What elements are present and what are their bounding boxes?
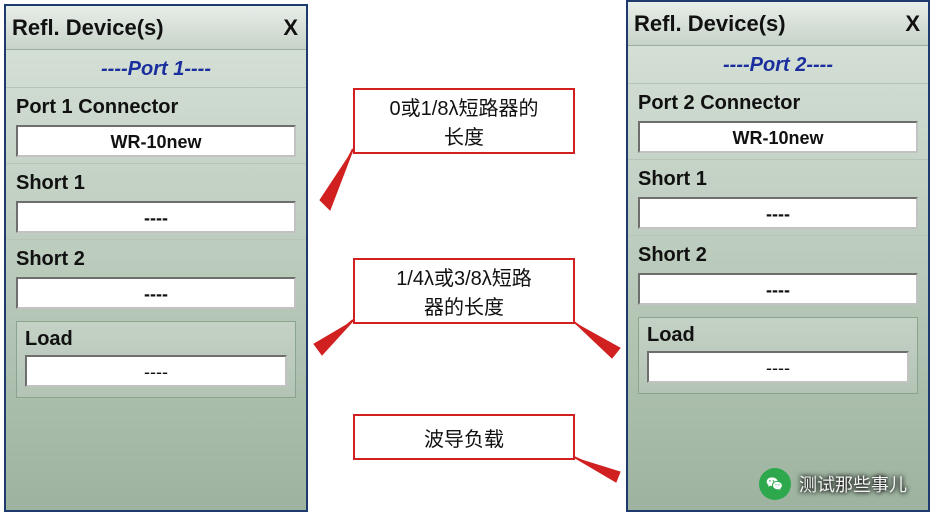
- short1-field[interactable]: ----: [16, 201, 296, 233]
- callout-short1: 0或1/8λ短路器的 长度: [353, 88, 575, 154]
- titlebar-left: Refl. Device(s) X: [6, 6, 306, 50]
- panel-title: Refl. Device(s): [12, 15, 283, 41]
- section-load-left: Load ----: [16, 321, 296, 398]
- connector-label: Port 1 Connector: [16, 96, 296, 119]
- callout-short2: 1/4λ或3/8λ短路 器的长度: [353, 258, 575, 324]
- connector-label: Port 2 Connector: [638, 92, 918, 115]
- short2-label: Short 2: [638, 244, 918, 267]
- section-connector-right: Port 2 Connector WR-10new: [628, 84, 928, 155]
- section-load-right: Load ----: [638, 317, 918, 394]
- load-label: Load: [25, 328, 287, 351]
- callout-load: 波导负载: [353, 414, 575, 460]
- port-header-left: ----Port 1----: [6, 50, 306, 88]
- section-short2-right: Short 2 ----: [628, 235, 928, 307]
- connector-field[interactable]: WR-10new: [638, 121, 918, 153]
- section-short1-left: Short 1 ----: [6, 163, 306, 235]
- wechat-icon: [759, 468, 791, 500]
- right-panel: Refl. Device(s) X ----Port 2---- Port 2 …: [626, 0, 930, 512]
- short1-label: Short 1: [16, 172, 296, 195]
- titlebar-right: Refl. Device(s) X: [628, 2, 928, 46]
- connector-field[interactable]: WR-10new: [16, 125, 296, 157]
- section-short2-left: Short 2 ----: [6, 239, 306, 311]
- load-field[interactable]: ----: [647, 351, 909, 383]
- short2-field[interactable]: ----: [638, 273, 918, 305]
- short1-field[interactable]: ----: [638, 197, 918, 229]
- section-short1-right: Short 1 ----: [628, 159, 928, 231]
- short1-label: Short 1: [638, 168, 918, 191]
- short2-label: Short 2: [16, 248, 296, 271]
- left-panel: Refl. Device(s) X ----Port 1---- Port 1 …: [4, 4, 308, 512]
- panel-title: Refl. Device(s): [634, 11, 905, 37]
- section-connector-left: Port 1 Connector WR-10new: [6, 88, 306, 159]
- load-label: Load: [647, 324, 909, 347]
- port-header-right: ----Port 2----: [628, 46, 928, 84]
- watermark: 测试那些事儿: [759, 468, 907, 500]
- load-field[interactable]: ----: [25, 355, 287, 387]
- close-icon[interactable]: X: [283, 15, 298, 41]
- short2-field[interactable]: ----: [16, 277, 296, 309]
- close-icon[interactable]: X: [905, 11, 920, 37]
- watermark-text: 测试那些事儿: [799, 471, 907, 497]
